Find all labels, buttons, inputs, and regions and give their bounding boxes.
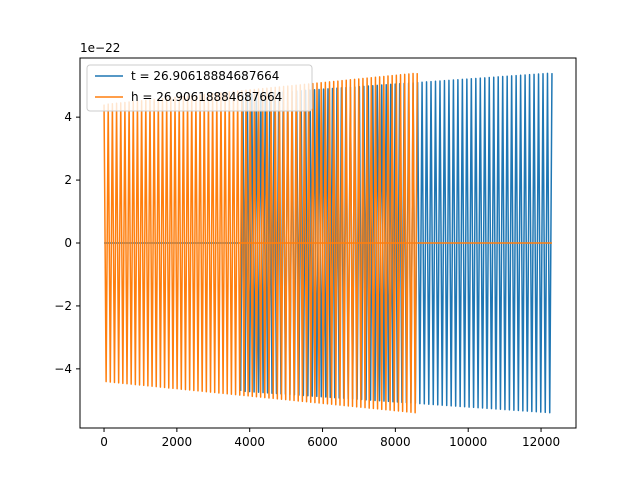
- y-tick-label: −2: [54, 299, 72, 313]
- y-tick-label: 2: [64, 173, 72, 187]
- legend-label-t: t = 26.90618884687664: [131, 69, 279, 83]
- x-tick-label: 2000: [162, 435, 193, 449]
- x-tick-label: 6000: [307, 435, 338, 449]
- y-tick-label: 4: [64, 110, 72, 124]
- x-tick-label: 0: [100, 435, 108, 449]
- x-tick-label: 4000: [234, 435, 265, 449]
- x-tick-label: 8000: [380, 435, 411, 449]
- legend-box: [86, 64, 313, 112]
- y-offset-label: 1e−22: [80, 41, 120, 55]
- legend: t = 26.90618884687664 h = 26.90618884687…: [86, 64, 313, 112]
- y-tick-label: 0: [64, 236, 72, 250]
- x-tick-label: 12000: [522, 435, 560, 449]
- y-axis: −4 −2 0 2 4: [54, 110, 80, 376]
- legend-label-h: h = 26.90618884687664: [131, 90, 282, 104]
- series-h-line: [103, 72, 418, 414]
- x-axis: 0 2000 4000 6000 8000 10000 12000: [100, 428, 560, 449]
- x-tick-label: 10000: [449, 435, 487, 449]
- y-tick-label: −4: [54, 362, 72, 376]
- plot-lines: [103, 72, 553, 414]
